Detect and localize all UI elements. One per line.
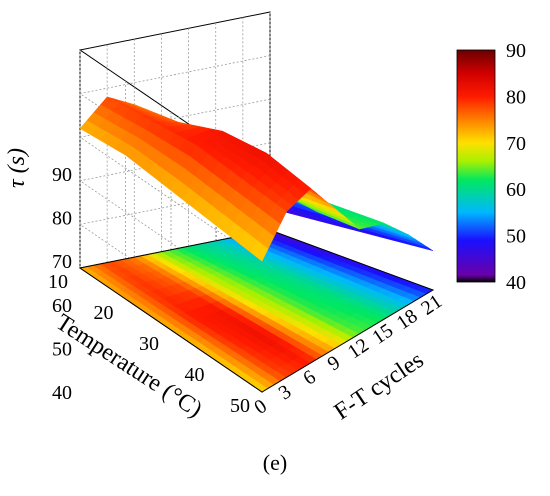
colorbar-tick-label: 80 <box>506 86 526 108</box>
z-tick-label: 70 <box>52 251 72 273</box>
z-tick-label: 50 <box>52 338 72 360</box>
y-tick-label: 10 <box>48 271 68 293</box>
z-axis-ticks: 40 50 60 70 80 90 <box>52 164 72 404</box>
z-tick-label: 80 <box>52 208 72 230</box>
x-tick-label: 3 <box>275 381 296 405</box>
x-tick-label: 9 <box>324 351 345 375</box>
z-axis-title: τ (s) <box>4 148 30 188</box>
colorbar-tick-label: 50 <box>506 226 526 248</box>
colorbar-tick-label: 90 <box>506 40 526 62</box>
x-tick-label: 0 <box>250 395 271 419</box>
y-axis-ticks: 10 20 30 40 50 <box>48 271 250 417</box>
y-tick-label: 20 <box>94 302 114 324</box>
x-tick-label: 6 <box>299 366 320 390</box>
colorbar-tick-label: 40 <box>506 272 526 294</box>
colorbar-ticks: 90 80 70 60 50 40 <box>506 40 526 294</box>
floor-outline <box>78 229 435 393</box>
surface-cell <box>250 239 269 262</box>
z-tick-label: 90 <box>52 164 72 186</box>
colorbar <box>456 49 496 283</box>
y-tick-label: 50 <box>230 395 250 417</box>
floor-contour <box>78 229 435 393</box>
panel-label: (e) <box>263 450 287 475</box>
z-grid-line <box>78 98 271 262</box>
y-tick-label: 30 <box>139 333 159 355</box>
z-tick-label: 60 <box>52 295 72 317</box>
surface-mesh <box>79 96 434 262</box>
x-axis-title: F-T cycles <box>330 347 429 425</box>
y-tick-label: 40 <box>185 364 205 386</box>
z-tick-label: 40 <box>52 382 72 404</box>
colorbar-tick-label: 70 <box>506 133 526 155</box>
colorbar-tick-label: 60 <box>506 179 526 201</box>
